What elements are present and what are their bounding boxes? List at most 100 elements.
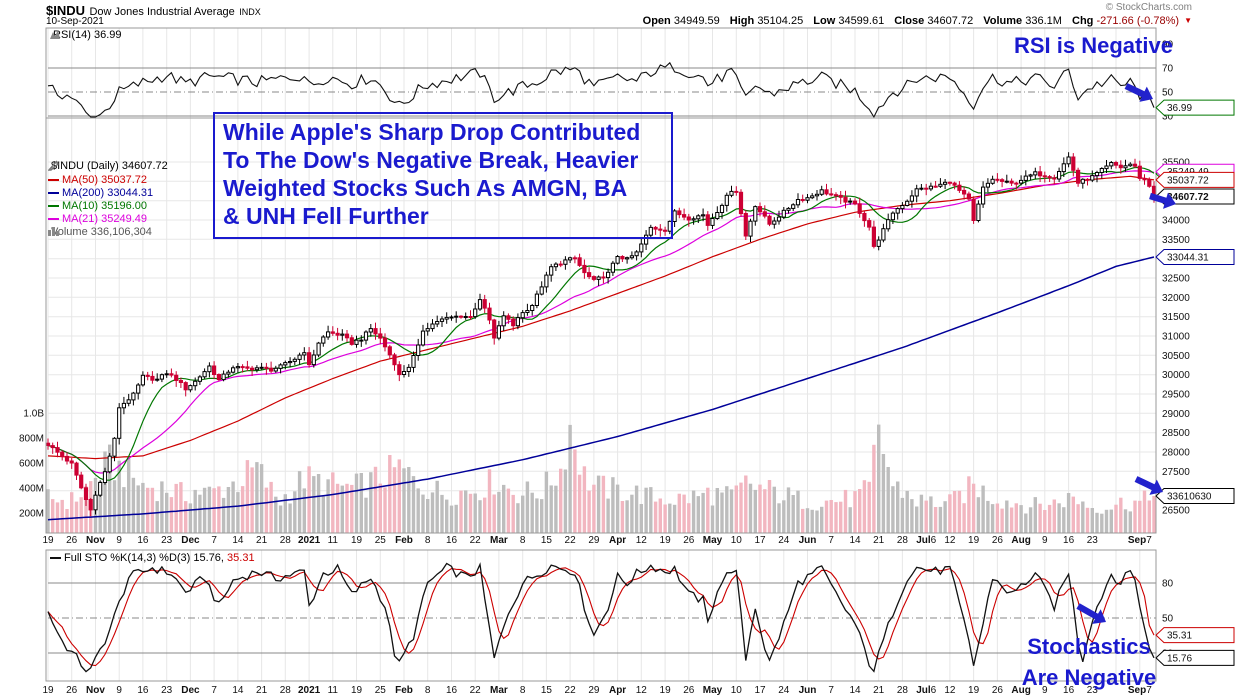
ma21-legend: MA(21) 35249.49 [62, 213, 147, 225]
svg-text:16: 16 [446, 685, 458, 696]
svg-text:16: 16 [1063, 535, 1075, 546]
svg-text:12: 12 [636, 685, 648, 696]
svg-text:35037.72: 35037.72 [1167, 175, 1209, 186]
x-axis-labels: 19 26 Nov 9 16 23 Dec 7 14 21 28 2021 11 19 25 Feb 8 16 22… [42, 535, 1152, 696]
svg-text:Sep7: Sep7 [1128, 535, 1152, 546]
rsi-level-lines [48, 67, 1156, 117]
svg-text:Sep7: Sep7 [1128, 685, 1152, 696]
svg-text:Nov: Nov [86, 535, 105, 546]
svg-text:9: 9 [116, 535, 122, 546]
ma10-line-swatch [48, 205, 59, 208]
svg-text:27500: 27500 [1162, 467, 1190, 478]
svg-text:34607.72: 34607.72 [1167, 192, 1209, 203]
svg-text:25: 25 [375, 685, 387, 696]
svg-text:14: 14 [232, 535, 244, 546]
svg-text:36.99: 36.99 [1167, 103, 1192, 114]
ma200-legend-row: MA(200) 33044.31 [48, 187, 153, 199]
svg-text:25: 25 [375, 535, 387, 546]
svg-text:26: 26 [683, 685, 695, 696]
svg-text:26: 26 [683, 535, 695, 546]
svg-text:28: 28 [897, 685, 909, 696]
volume-value: 336.1M [1025, 15, 1062, 27]
svg-text:30000: 30000 [1162, 370, 1190, 381]
svg-text:21: 21 [873, 685, 885, 696]
svg-text:19: 19 [351, 535, 363, 546]
callout-33610630: 33610630 [1155, 488, 1235, 504]
svg-text:14: 14 [232, 685, 244, 696]
svg-text:19: 19 [968, 685, 980, 696]
svg-text:Dec: Dec [181, 685, 200, 696]
sto-legend: Full STO %K(14,3) %D(3) 15.76, 35.31 [50, 552, 255, 565]
svg-text:10: 10 [731, 685, 743, 696]
svg-text:21: 21 [256, 685, 268, 696]
svg-text:8: 8 [520, 685, 526, 696]
copyright: © StockCharts.com [1105, 2, 1192, 13]
annotation-line: While Apple's Sharp Drop Contributed [223, 119, 641, 145]
svg-text:15: 15 [541, 685, 553, 696]
chg-value: -271.66 (-0.78%) [1096, 15, 1180, 27]
svg-text:50: 50 [1162, 614, 1174, 625]
svg-text:14: 14 [849, 685, 861, 696]
svg-text:15: 15 [541, 535, 553, 546]
low-label: Low [813, 15, 836, 27]
svg-text:30: 30 [1162, 112, 1174, 123]
svg-text:400M: 400M [19, 484, 44, 495]
svg-text:12: 12 [944, 535, 956, 546]
volume-label: Volume [983, 15, 1023, 27]
svg-text:28000: 28000 [1162, 448, 1190, 459]
low-value: 34599.61 [838, 15, 885, 27]
svg-text:Jun: Jun [799, 535, 817, 546]
symbol-name: Dow Jones Industrial Average [89, 6, 235, 18]
close-value: 34607.72 [927, 15, 974, 27]
svg-text:23: 23 [1087, 535, 1099, 546]
exchange-label: INDX [239, 7, 261, 17]
ma200-line [47, 256, 1155, 521]
svg-text:Nov: Nov [86, 685, 105, 696]
sto-line-swatch [50, 557, 61, 560]
svg-text:29000: 29000 [1162, 409, 1190, 420]
sto-arrow-icon [1076, 603, 1106, 624]
svg-text:29: 29 [588, 535, 600, 546]
sto-note-line: Stochastics [1027, 634, 1151, 659]
svg-text:29500: 29500 [1162, 390, 1190, 401]
annotation-line: Weighted Stocks Such As AMGN, BA [223, 175, 628, 201]
svg-text:7: 7 [828, 535, 834, 546]
svg-text:15.76: 15.76 [1167, 653, 1192, 664]
svg-text:19: 19 [42, 685, 54, 696]
svg-text:26: 26 [66, 535, 78, 546]
chg-label: Chg [1072, 15, 1094, 27]
svg-text:33044.31: 33044.31 [1167, 253, 1209, 264]
svg-text:70: 70 [1162, 64, 1174, 75]
svg-text:2021: 2021 [298, 535, 321, 546]
rsi-legend: RSI(14) 36.99 [50, 29, 121, 42]
svg-text:12: 12 [636, 535, 648, 546]
svg-text:19: 19 [660, 685, 672, 696]
ma21-legend-row: MA(21) 35249.49 [48, 213, 147, 225]
svg-text:12: 12 [944, 685, 956, 696]
svg-text:Feb: Feb [395, 685, 413, 696]
callout-33044.31: 33044.31 [1155, 249, 1235, 265]
svg-text:May: May [703, 685, 723, 696]
svg-text:33500: 33500 [1162, 235, 1190, 246]
svg-text:28: 28 [280, 535, 292, 546]
volume-legend: Volume 336,106,304 [51, 226, 152, 238]
chart-date: 10-Sep-2021 [46, 16, 104, 27]
svg-text:7: 7 [211, 535, 217, 546]
svg-text:26: 26 [992, 535, 1004, 546]
volume-legend-row: Volume 336,106,304 [48, 226, 152, 238]
grid-horizontal [48, 161, 1156, 492]
svg-text:30500: 30500 [1162, 351, 1190, 362]
svg-text:80: 80 [1162, 579, 1174, 590]
callout-15.76: 15.76 [1155, 649, 1235, 666]
volume-bars [46, 424, 1156, 533]
svg-text:21: 21 [256, 535, 268, 546]
open-label: Open [642, 15, 671, 27]
svg-text:50: 50 [1162, 88, 1174, 99]
svg-text:8: 8 [425, 535, 431, 546]
svg-text:17: 17 [754, 685, 766, 696]
price-legend-title: $INDU (Daily) 34607.72 [51, 160, 168, 172]
svg-text:22: 22 [565, 685, 577, 696]
svg-text:600M: 600M [19, 459, 44, 470]
svg-text:17: 17 [754, 535, 766, 546]
